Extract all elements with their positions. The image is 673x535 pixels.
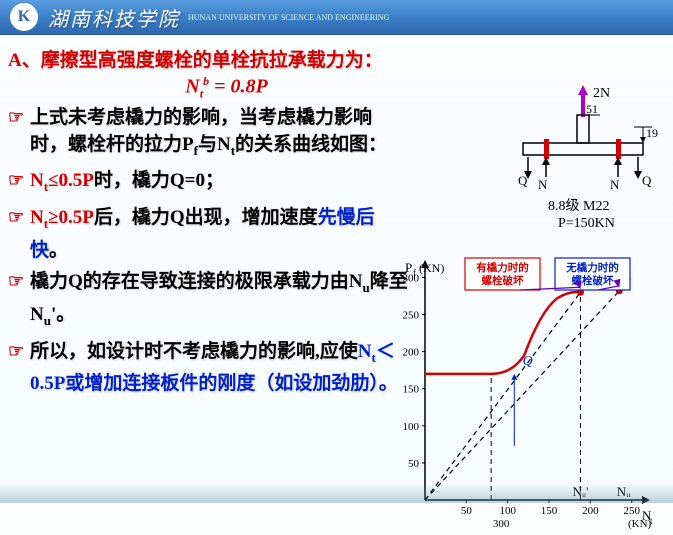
bullet-5-text: 所以，如设计时不考虑橇力的影响,应使Nt＜0.5P或增加连接板件的刚度（如设加劲… — [30, 338, 408, 398]
school-name: 湖南科技学院 — [48, 3, 180, 32]
slide-content: A、摩擦型高强度螺栓的单栓抗拉承载力为： Ntb = 0.8P ☞ 上式未考虑橇… — [0, 35, 673, 397]
Q-left: Q — [518, 173, 528, 188]
svg-text:无橇力时的: 无橇力时的 — [565, 261, 619, 274]
t: 所以，如设计时不考虑橇力的影响,应使 — [30, 341, 358, 362]
hand-icon: ☞ — [8, 104, 30, 130]
bolt-svg: 2N 51 19 Q Q N — [488, 85, 658, 235]
t: '。 — [51, 304, 75, 325]
svg-text:250: 250 — [623, 505, 640, 517]
bullet-5: ☞ 所以，如设计时不考虑橇力的影响,应使Nt＜0.5P或增加连接板件的刚度（如设… — [8, 338, 408, 398]
footer-fade — [0, 483, 673, 503]
school-logo: K — [10, 3, 38, 31]
s: u — [44, 313, 51, 328]
t: 的关系曲线如图： — [235, 134, 387, 155]
label-2N: 2N — [593, 86, 610, 101]
t: 时，橇力Q=0； — [94, 170, 224, 191]
N-right: N — [610, 177, 620, 192]
hand-icon: ☞ — [8, 338, 30, 364]
svg-text:50: 50 — [461, 505, 473, 517]
t: ≤0.5P — [48, 170, 94, 191]
svg-text:100: 100 — [499, 505, 516, 517]
svg-text:100: 100 — [403, 421, 420, 433]
t: ≥0.5P — [48, 207, 94, 228]
svg-text:(KN): (KN) — [628, 518, 652, 530]
svg-text:50: 50 — [408, 458, 420, 470]
hand-icon: ☞ — [8, 167, 30, 193]
svg-text:有橇力时的: 有橇力时的 — [476, 261, 529, 274]
bullet-4-text: 橇力Q的存在导致连接的极限承载力由Nu降至Nu'。 — [30, 268, 408, 334]
svg-text:(KN): (KN) — [419, 261, 444, 275]
section-title: A、摩擦型高强度螺栓的单栓抗拉承载力为： — [8, 45, 665, 72]
header-banner: K 湖南科技学院 HUNAN UNIVERSITY OF SCIENCE AND… — [0, 0, 673, 35]
svg-text:Q: Q — [523, 354, 533, 369]
svg-text:150: 150 — [403, 384, 420, 396]
bolt-spec: 8.8级 M22 — [548, 198, 609, 214]
Q-right: Q — [642, 173, 652, 188]
formula-N: N — [185, 76, 199, 98]
t: 与N — [198, 134, 231, 155]
svg-text:f: f — [413, 268, 416, 278]
bullet-3: ☞ Nt≥0.5P后，橇力Q出现，增加速度先慢后快。 — [8, 204, 408, 264]
bolt-load: P=150KN — [558, 216, 615, 231]
t: 橇力Q的存在导致连接的极限承载力由N — [30, 271, 363, 292]
t: 。 — [49, 240, 68, 261]
svg-text:250: 250 — [403, 310, 420, 322]
svg-text:螺栓破坏: 螺栓破坏 — [482, 274, 524, 287]
bullet-4: ☞ 橇力Q的存在导致连接的极限承载力由Nu降至Nu'。 — [8, 268, 408, 334]
formula-sub: t — [200, 87, 203, 101]
school-subtitle: HUNAN UNIVERSITY OF SCIENCE AND ENGINEER… — [188, 13, 389, 22]
bullet-3-text: Nt≥0.5P后，橇力Q出现，增加速度先慢后快。 — [30, 204, 408, 264]
s: u — [363, 280, 370, 295]
svg-text:150: 150 — [541, 505, 558, 517]
dim-51: 51 — [586, 102, 598, 116]
formula-rhs: 0.8P — [230, 76, 267, 98]
t: N — [30, 170, 44, 191]
svg-text:300: 300 — [493, 518, 510, 530]
bullet-1-text: 上式未考虑橇力的影响，当考虑橇力影响时，螺栓杆的拉力Pf与Nt的关系曲线如图： — [30, 104, 408, 164]
t: N — [358, 341, 372, 362]
svg-text:P: P — [405, 260, 412, 275]
bullet-list: ☞ 上式未考虑橇力的影响，当考虑橇力影响时，螺栓杆的拉力Pf与Nt的关系曲线如图… — [8, 104, 408, 398]
bullet-1: ☞ 上式未考虑橇力的影响，当考虑橇力影响时，螺栓杆的拉力Pf与Nt的关系曲线如图… — [8, 104, 408, 164]
dim-19: 19 — [646, 126, 658, 140]
bullet-2-text: Nt≤0.5P时，橇力Q=0； — [30, 167, 224, 200]
svg-text:200: 200 — [582, 505, 599, 517]
svg-text:200: 200 — [403, 347, 420, 359]
bullet-2: ☞ Nt≤0.5P时，橇力Q=0； — [8, 167, 408, 200]
formula-eq: = — [209, 76, 230, 98]
N-left: N — [538, 177, 548, 192]
t: 后，橇力Q出现，增加速度 — [94, 207, 318, 228]
hand-icon: ☞ — [8, 268, 30, 294]
t: N — [30, 207, 44, 228]
hand-icon: ☞ — [8, 204, 30, 230]
bolt-diagram: 2N 51 19 Q Q N — [488, 85, 658, 235]
